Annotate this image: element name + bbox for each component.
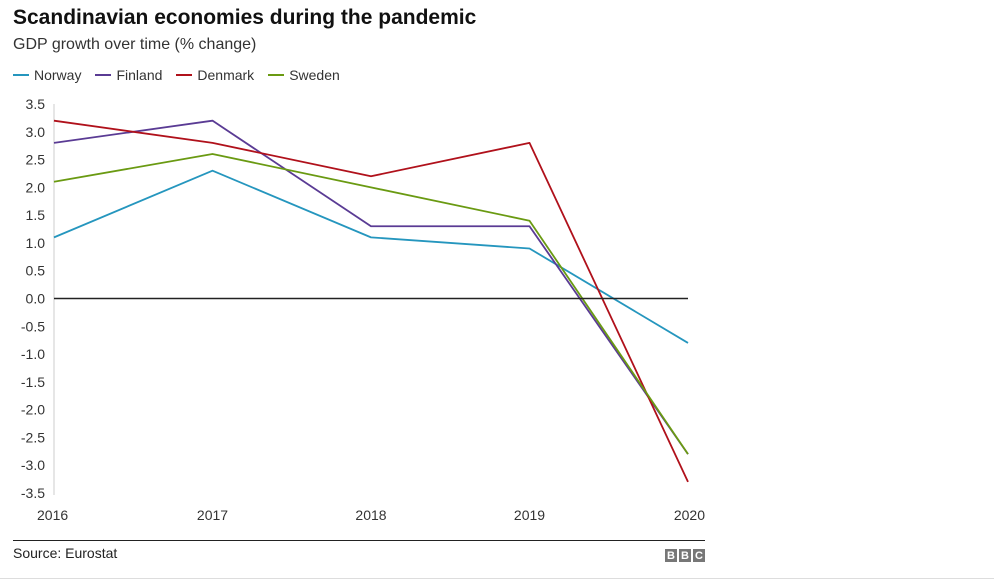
x-tick-label: 2018 bbox=[355, 507, 386, 523]
y-tick-label: -1.0 bbox=[21, 346, 45, 362]
legend-item-sweden: Sweden bbox=[268, 67, 340, 83]
legend-label: Finland bbox=[116, 67, 163, 83]
y-tick-label: 2.5 bbox=[26, 152, 46, 168]
legend-item-denmark: Denmark bbox=[176, 67, 254, 83]
y-tick-label: 1.0 bbox=[26, 235, 46, 251]
legend-swatch bbox=[268, 74, 285, 76]
y-tick-label: 3.5 bbox=[26, 96, 46, 112]
series-line-denmark bbox=[53, 119, 689, 483]
y-tick-label: 0.0 bbox=[26, 291, 46, 307]
y-tick-label: 3.0 bbox=[26, 124, 46, 140]
legend-swatch bbox=[13, 74, 29, 76]
legend-item-norway: Norway bbox=[13, 67, 81, 83]
legend-item-finland: Finland bbox=[95, 67, 162, 83]
page-bottom-border bbox=[0, 578, 994, 579]
legend-label: Norway bbox=[34, 67, 82, 83]
series-line-sweden bbox=[53, 153, 689, 455]
bbc-logo: B B C bbox=[665, 549, 705, 562]
line-chart: 3.5 3.0 2.5 2.0 1.5 1.0 0.5 0.0 -0.5 -1.0 -1.5 -2.0… bbox=[21, 96, 705, 523]
legend: Norway Finland Denmark Sweden bbox=[13, 67, 340, 83]
y-tick-label: -1.5 bbox=[21, 374, 45, 390]
legend-swatch bbox=[176, 74, 193, 76]
x-tick-label: 2016 bbox=[37, 507, 68, 523]
chart-subtitle: GDP growth over time (% change) bbox=[13, 36, 257, 53]
y-tick-label: 2.0 bbox=[26, 179, 46, 195]
y-tick-label: 1.5 bbox=[26, 207, 46, 223]
y-tick-label: -2.0 bbox=[21, 402, 45, 418]
bbc-logo-letter: B bbox=[665, 549, 677, 562]
legend-swatch bbox=[95, 74, 112, 76]
bbc-logo-letter: C bbox=[693, 549, 705, 562]
x-tick-label: 2020 bbox=[674, 507, 705, 523]
legend-label: Denmark bbox=[197, 67, 255, 83]
y-tick-label: -3.0 bbox=[21, 457, 45, 473]
x-tick-label: 2017 bbox=[197, 507, 228, 523]
chart-title: Scandinavian economies during the pandem… bbox=[13, 6, 477, 29]
bbc-logo-letter: B bbox=[679, 549, 691, 562]
y-tick-label: -2.5 bbox=[21, 429, 45, 445]
y-tick-label: -0.5 bbox=[21, 318, 45, 334]
legend-label: Sweden bbox=[289, 67, 340, 83]
source-note: Source: Eurostat bbox=[13, 545, 118, 561]
y-tick-label: 0.5 bbox=[26, 263, 46, 279]
x-tick-label: 2019 bbox=[514, 507, 545, 523]
series-line-finland bbox=[53, 119, 689, 455]
footer-divider bbox=[13, 540, 705, 541]
y-tick-label: -3.5 bbox=[21, 485, 45, 501]
